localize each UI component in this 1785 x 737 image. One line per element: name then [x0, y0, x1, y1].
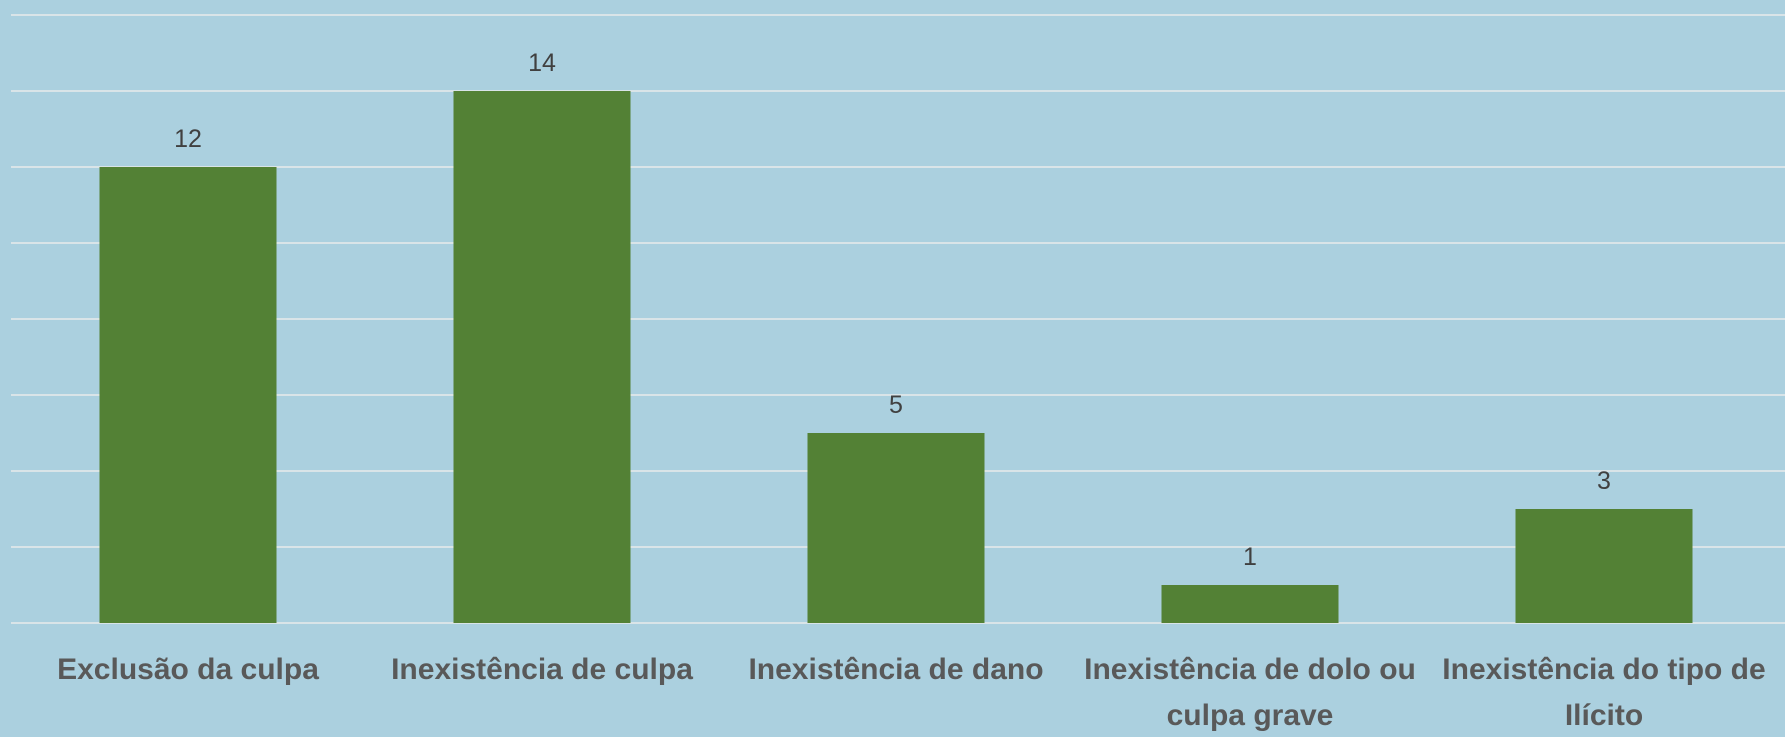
x-tick-label: Inexistência de dano	[748, 653, 1044, 686]
value-label: 5	[889, 391, 903, 419]
value-label: 3	[1597, 467, 1611, 495]
x-tick-label: Exclusão da culpa	[57, 653, 319, 686]
bar	[1161, 585, 1339, 623]
bar	[99, 167, 277, 623]
value-label: 14	[528, 49, 556, 77]
value-label: 12	[174, 125, 202, 153]
x-tick-label: Inexistência de dolo ou culpa grave	[1084, 653, 1416, 732]
x-tick-label: Inexistência de culpa	[391, 653, 693, 686]
bar	[807, 433, 985, 623]
bar	[453, 91, 631, 623]
bar	[1515, 509, 1693, 623]
value-label: 1	[1243, 543, 1257, 571]
x-tick-label: Inexistência do tipo de Ilícito	[1442, 653, 1766, 732]
